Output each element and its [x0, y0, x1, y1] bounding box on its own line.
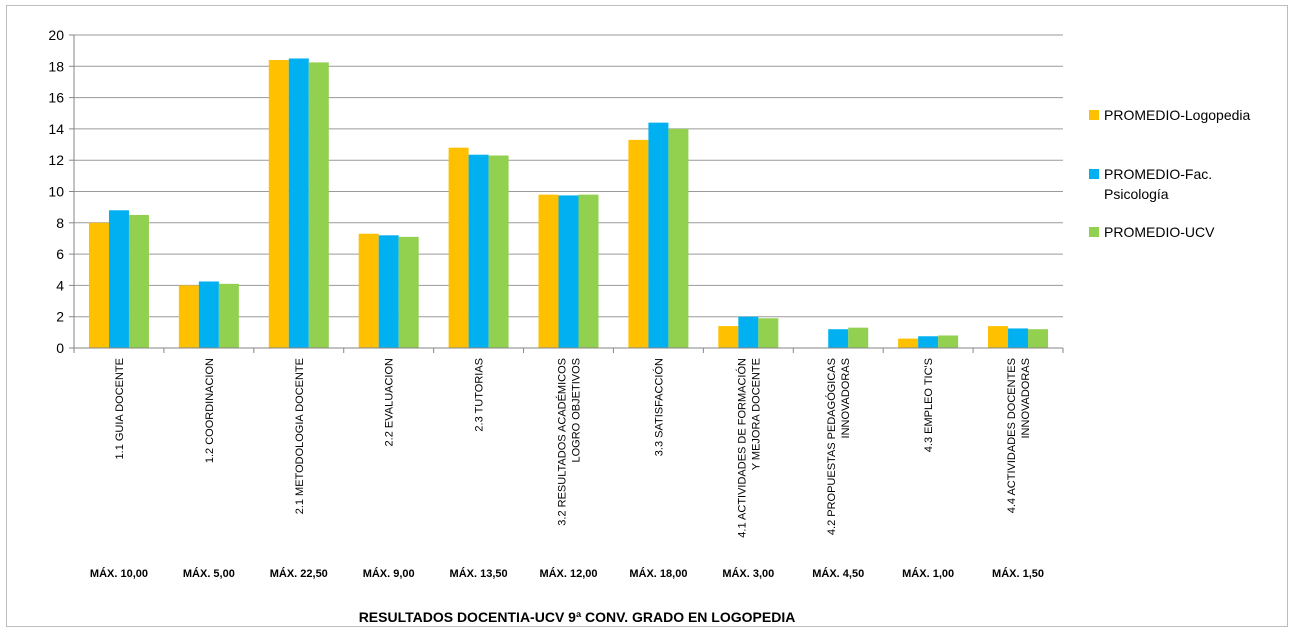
y-tick-label: 8: [56, 215, 64, 231]
bar: [448, 147, 469, 348]
bar: [648, 122, 669, 348]
bar: [268, 60, 289, 348]
category-label: 3.2 RESULTADOS ACADÉMICOS: [556, 358, 569, 526]
category-label: INNOVADORAS: [1020, 358, 1032, 438]
y-tick-label: 4: [56, 277, 64, 293]
legend-swatch: [1089, 227, 1099, 237]
legend-label: PROMEDIO-Logopedia: [1104, 107, 1251, 123]
legend-swatch: [1089, 169, 1099, 179]
chart-title: RESULTADOS DOCENTIA-UCV 9ª CONV. GRADO E…: [359, 609, 796, 625]
category-label: 4.2 PROPUESTAS PEDAGÓGICAS: [825, 358, 838, 535]
bar: [628, 139, 649, 348]
category-label: INNOVADORAS: [840, 358, 852, 438]
category-labels: 1.1 GUIA DOCENTE 1.2 COORDINACION 2.1 METO…: [114, 358, 1032, 538]
max-label: MÁX. 12,00: [539, 567, 597, 580]
y-tick-label: 12: [48, 152, 64, 168]
bar: [488, 155, 509, 348]
bar: [848, 327, 869, 348]
bar: [938, 335, 959, 348]
category-label: 1.2 COORDINACION: [204, 358, 216, 463]
y-tick-label: 6: [56, 246, 64, 262]
bar-chart: 0 2 4 6 8 10 12 14 16 18 20 1.1 GUIA DOCENTE 1.2 CO…: [48, 27, 1251, 625]
max-label: MÁX. 10,00: [90, 567, 148, 580]
y-tick-label: 14: [48, 121, 64, 137]
max-label: MÁX. 1,00: [902, 567, 954, 580]
max-label: MÁX. 3,00: [722, 567, 774, 580]
category-label: 1.1 GUIA DOCENTE: [114, 358, 126, 459]
bar: [758, 318, 779, 348]
legend: PROMEDIO-Logopedia PROMEDIO-Fac. Psicologí…: [1089, 107, 1251, 240]
category-label: 4.1 ACTIVIDADES DE FORMACIÓN: [735, 358, 748, 538]
bar: [1008, 328, 1029, 348]
bar: [578, 194, 599, 348]
max-label: MÁX. 5,00: [183, 567, 235, 580]
bar: [1028, 329, 1049, 348]
bar: [128, 214, 149, 348]
bar: [358, 233, 379, 348]
bar: [198, 281, 219, 348]
legend-label: Psicología: [1104, 186, 1169, 202]
bars: [88, 58, 1049, 348]
category-label: 2.1 METODOLOGIA DOCENTE: [294, 358, 306, 514]
category-label: 2.2 EVALUACION: [384, 358, 396, 446]
y-tick-label: 0: [56, 340, 64, 356]
bar: [828, 329, 849, 348]
bar: [988, 326, 1009, 348]
x-axis: [73, 347, 1064, 353]
category-label: Y MEJORA DOCENTE: [750, 358, 762, 470]
legend-label: PROMEDIO-UCV: [1104, 224, 1215, 240]
category-label: 4.4 ACTIVIDADES DOCENTES: [1006, 358, 1018, 513]
bar: [468, 154, 489, 348]
bar: [308, 62, 329, 348]
bar: [88, 222, 109, 348]
bar: [898, 338, 919, 348]
bar: [738, 316, 759, 348]
bar: [538, 194, 559, 348]
y-tick-label: 18: [48, 58, 64, 74]
bar: [918, 336, 939, 348]
bar: [398, 236, 419, 348]
max-label: MÁX. 4,50: [812, 567, 864, 580]
y-tick-label: 2: [56, 309, 64, 325]
bar: [288, 58, 309, 348]
chart-frame: 0 2 4 6 8 10 12 14 16 18 20 1.1 GUIA DOCENTE 1.2 CO…: [6, 5, 1288, 627]
max-label: MÁX. 1,50: [992, 567, 1044, 580]
y-tick-label: 10: [48, 184, 64, 200]
legend-label: PROMEDIO-Fac.: [1104, 166, 1212, 182]
category-label: 3.3 SATISFACCIÓN: [652, 358, 665, 456]
legend-swatch: [1089, 110, 1099, 120]
category-label: LOGRO OBJETIVOS: [571, 358, 583, 463]
bar: [378, 235, 399, 348]
max-label: MÁX. 13,50: [450, 567, 508, 580]
max-label: MÁX. 9,00: [363, 567, 415, 580]
category-label: 4.3 EMPLEO TIC'S: [923, 358, 935, 452]
bar: [668, 128, 689, 348]
y-tick-label: 16: [48, 90, 64, 106]
bar: [108, 210, 129, 348]
bar: [558, 195, 579, 348]
bar: [218, 283, 239, 348]
bar: [718, 326, 739, 348]
bar: [178, 285, 199, 348]
max-labels: MÁX. 10,00 MÁX. 5,00 MÁX. 22,50 MÁX. 9,00 MÁ…: [90, 567, 1044, 580]
max-label: MÁX. 18,00: [629, 567, 687, 580]
y-axis-ticks: 0 2 4 6 8 10 12 14 16 18 20: [48, 27, 64, 356]
y-tick-label: 20: [48, 27, 64, 43]
max-label: MÁX. 22,50: [270, 567, 328, 580]
category-label: 2.3 TUTORIAS: [474, 358, 486, 432]
